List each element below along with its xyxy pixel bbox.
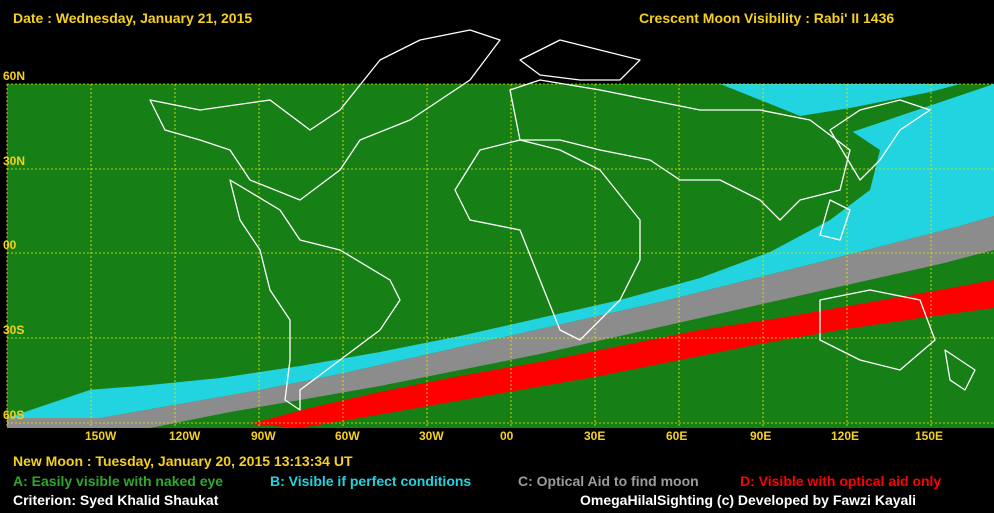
- lon-label-60w: 60W: [335, 429, 360, 443]
- legend-c: C: Optical Aid to find moon: [518, 473, 699, 489]
- lat-label-60n: 60N: [3, 69, 26, 83]
- zone-a-overlay: [7, 84, 880, 394]
- credit-label: OmegaHilalSighting (c) Developed by Fawz…: [580, 492, 917, 508]
- lat-label-30n: 30N: [3, 154, 26, 168]
- lon-label-120e: 120E: [831, 429, 860, 443]
- lon-label-60e: 60E: [666, 429, 688, 443]
- criterion-label: Criterion: Syed Khalid Shaukat: [13, 492, 219, 508]
- coastlines: [149, 29, 976, 411]
- zone-d-region: [250, 280, 994, 428]
- map-title: Crescent Moon Visibility : Rabi' II 1436: [639, 10, 895, 26]
- lon-label-90w: 90W: [251, 429, 276, 443]
- lon-label-90e: 90E: [750, 429, 772, 443]
- new-moon-label: New Moon : Tuesday, January 20, 2015 13:…: [13, 453, 353, 469]
- legend-a: A: Easily visible with naked eye: [13, 473, 224, 489]
- date-label: Date : Wednesday, January 21, 2015: [13, 10, 253, 26]
- legend-b: B: Visible if perfect conditions: [270, 473, 472, 489]
- legend-d: D: Visible with optical aid only: [740, 473, 942, 489]
- graticule: [6, 83, 994, 428]
- lon-label-30w: 30W: [419, 429, 444, 443]
- lon-label-00: 00: [500, 429, 514, 443]
- lon-label-150w: 150W: [85, 429, 117, 443]
- lon-label-120w: 120W: [169, 429, 201, 443]
- lon-label-30e: 30E: [584, 429, 606, 443]
- lat-label-equator: 00: [3, 238, 17, 252]
- lat-label-30s: 30S: [3, 323, 25, 337]
- lat-label-60s: 60S: [3, 408, 25, 422]
- lon-label-150e: 150E: [915, 429, 944, 443]
